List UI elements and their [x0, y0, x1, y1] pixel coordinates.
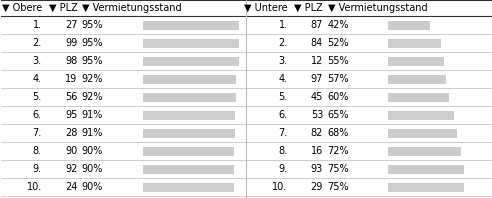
- Text: 10.: 10.: [273, 182, 288, 192]
- Text: 1.: 1.: [278, 20, 288, 30]
- Text: 52%: 52%: [327, 38, 349, 48]
- Text: 53: 53: [311, 110, 323, 120]
- Text: 6.: 6.: [278, 110, 288, 120]
- Bar: [143, 165, 234, 173]
- Text: ▼ Vermietungsstand: ▼ Vermietungsstand: [328, 3, 428, 13]
- Text: 8.: 8.: [278, 146, 288, 156]
- Text: 2.: 2.: [32, 38, 42, 48]
- Text: 68%: 68%: [327, 128, 348, 138]
- Bar: [143, 56, 239, 66]
- Text: 95%: 95%: [81, 20, 103, 30]
- Bar: [388, 92, 449, 102]
- Text: 95: 95: [65, 110, 77, 120]
- Bar: [388, 129, 457, 137]
- Text: 92%: 92%: [81, 74, 103, 84]
- Bar: [143, 92, 236, 102]
- Text: 98: 98: [65, 56, 77, 66]
- Bar: [143, 74, 236, 84]
- Text: 3.: 3.: [33, 56, 42, 66]
- Text: 99: 99: [65, 38, 77, 48]
- Text: 1.: 1.: [33, 20, 42, 30]
- Text: 6.: 6.: [33, 110, 42, 120]
- Text: 16: 16: [311, 146, 323, 156]
- Text: ▼ PLZ: ▼ PLZ: [49, 3, 77, 13]
- Text: 90%: 90%: [81, 182, 103, 192]
- Text: 24: 24: [65, 182, 77, 192]
- Text: 9.: 9.: [278, 164, 288, 174]
- Text: 75%: 75%: [327, 164, 349, 174]
- Text: 8.: 8.: [33, 146, 42, 156]
- Text: 7.: 7.: [32, 128, 42, 138]
- Text: 84: 84: [311, 38, 323, 48]
- Text: 87: 87: [311, 20, 323, 30]
- Text: 28: 28: [65, 128, 77, 138]
- Bar: [388, 147, 461, 155]
- Text: 27: 27: [65, 20, 77, 30]
- Text: 19: 19: [65, 74, 77, 84]
- Bar: [143, 147, 234, 155]
- Text: 65%: 65%: [327, 110, 348, 120]
- Text: 5.: 5.: [278, 92, 288, 102]
- Bar: [388, 74, 446, 84]
- Text: 55%: 55%: [327, 56, 349, 66]
- Text: 3.: 3.: [278, 56, 288, 66]
- Text: 93: 93: [311, 164, 323, 174]
- Text: 90: 90: [65, 146, 77, 156]
- Text: 4.: 4.: [278, 74, 288, 84]
- Bar: [388, 183, 464, 191]
- Text: ▼ PLZ: ▼ PLZ: [294, 3, 323, 13]
- Text: 97: 97: [311, 74, 323, 84]
- Bar: [388, 56, 444, 66]
- Text: 57%: 57%: [327, 74, 349, 84]
- Text: 90%: 90%: [81, 146, 103, 156]
- Text: 45: 45: [311, 92, 323, 102]
- Text: 92: 92: [65, 164, 77, 174]
- Bar: [388, 38, 440, 48]
- Text: 7.: 7.: [278, 128, 288, 138]
- Text: 42%: 42%: [327, 20, 348, 30]
- Bar: [143, 129, 235, 137]
- Text: 56: 56: [65, 92, 77, 102]
- Text: ▼ Untere: ▼ Untere: [244, 3, 288, 13]
- Text: 92%: 92%: [81, 92, 103, 102]
- Text: 91%: 91%: [81, 110, 103, 120]
- Text: 2.: 2.: [278, 38, 288, 48]
- Bar: [388, 165, 464, 173]
- Text: 12: 12: [311, 56, 323, 66]
- Text: 60%: 60%: [327, 92, 348, 102]
- Bar: [388, 110, 454, 120]
- Text: 29: 29: [311, 182, 323, 192]
- Text: ▼ Vermietungsstand: ▼ Vermietungsstand: [82, 3, 182, 13]
- Text: 91%: 91%: [81, 128, 103, 138]
- Text: 95%: 95%: [81, 56, 103, 66]
- Text: 72%: 72%: [327, 146, 349, 156]
- Bar: [143, 183, 234, 191]
- Text: 10.: 10.: [27, 182, 42, 192]
- Bar: [388, 21, 430, 30]
- Text: 75%: 75%: [327, 182, 349, 192]
- Text: 5.: 5.: [32, 92, 42, 102]
- Text: 95%: 95%: [81, 38, 103, 48]
- Bar: [143, 21, 239, 30]
- Text: 9.: 9.: [33, 164, 42, 174]
- Text: ▼ Obere: ▼ Obere: [1, 3, 42, 13]
- Text: 90%: 90%: [81, 164, 103, 174]
- Bar: [143, 110, 235, 120]
- Bar: [143, 38, 239, 48]
- Text: 82: 82: [311, 128, 323, 138]
- Text: 4.: 4.: [33, 74, 42, 84]
